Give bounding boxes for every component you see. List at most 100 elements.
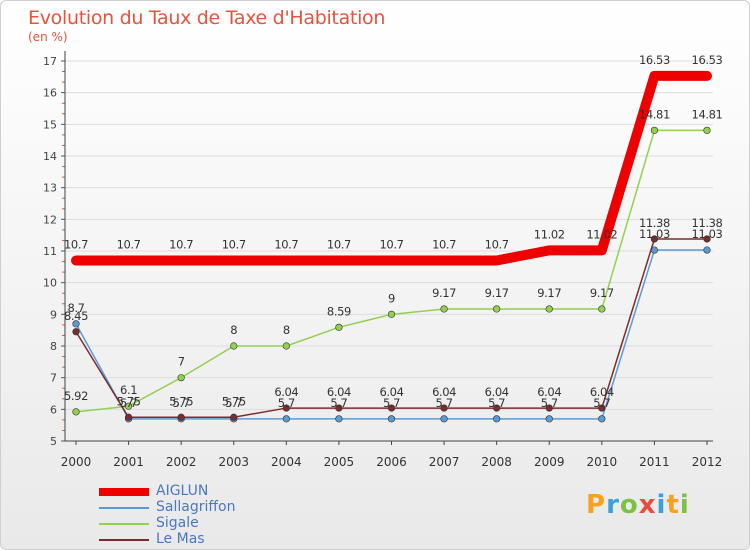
data-label: 5.92 xyxy=(64,389,88,403)
data-label: 5.7 xyxy=(120,396,137,410)
data-label: 10.7 xyxy=(169,238,193,252)
data-label: 11.02 xyxy=(586,227,617,241)
legend-swatch-le-mas xyxy=(99,539,149,541)
legend-swatch-sigale xyxy=(99,523,149,525)
data-label: 9 xyxy=(388,291,395,305)
series-line-aiglun xyxy=(71,70,712,266)
data-label: 5.7 xyxy=(383,396,400,410)
data-point xyxy=(387,404,396,412)
data-label: 6.04 xyxy=(327,385,351,399)
data-label: 6.04 xyxy=(432,385,456,399)
data-label: 6.1 xyxy=(120,383,137,397)
data-point xyxy=(282,342,290,350)
data-label: 14.81 xyxy=(692,107,723,121)
data-point xyxy=(282,415,290,423)
data-point xyxy=(440,305,448,313)
data-point xyxy=(282,404,290,412)
y-tick-label: 10 xyxy=(43,277,57,290)
data-point xyxy=(545,305,553,313)
x-tick-label: 2001 xyxy=(113,455,144,469)
data-label: 16.53 xyxy=(692,53,723,67)
y-tick-label: 8 xyxy=(50,340,57,353)
data-point xyxy=(72,328,80,336)
data-point xyxy=(703,235,711,243)
y-tick-label: 7 xyxy=(50,372,57,385)
logo-letter: i xyxy=(656,490,667,520)
data-point xyxy=(650,126,659,134)
chart-subtitle: (en %) xyxy=(28,30,68,44)
data-label: 11.38 xyxy=(692,216,723,230)
data-label: 5.7 xyxy=(436,396,453,410)
proxiti-logo: Proxiti xyxy=(586,490,690,520)
data-point xyxy=(230,413,238,421)
legend-label-aiglun: AIGLUN xyxy=(156,483,209,499)
data-label: 10.7 xyxy=(485,238,509,252)
data-label: 11.38 xyxy=(639,216,670,230)
data-label: 9.17 xyxy=(590,286,614,300)
logo-letter: i xyxy=(679,490,690,520)
y-tick-label: 15 xyxy=(43,118,57,131)
x-tick-label: 2012 xyxy=(692,455,723,469)
data-point xyxy=(493,305,501,313)
logo-letter: t xyxy=(666,490,680,520)
data-point xyxy=(598,305,606,313)
data-label: 8 xyxy=(230,323,237,337)
data-point xyxy=(387,310,396,318)
data-point xyxy=(703,246,711,254)
data-label: 7 xyxy=(178,355,185,369)
x-tick-label: 2002 xyxy=(166,455,197,469)
data-point xyxy=(335,323,343,331)
data-label: 6.04 xyxy=(590,385,614,399)
data-point xyxy=(545,415,553,423)
data-label: 11.02 xyxy=(534,227,565,241)
y-tick-label: 13 xyxy=(43,182,57,195)
data-label: 8.59 xyxy=(327,304,351,318)
x-tick-label: 2000 xyxy=(61,455,92,469)
data-point xyxy=(177,413,185,421)
y-tick-label: 14 xyxy=(43,150,57,163)
data-label: 16.53 xyxy=(639,53,670,67)
data-label: 9.17 xyxy=(432,286,456,300)
data-label: 8.45 xyxy=(64,309,88,323)
legend-swatch-aiglun xyxy=(99,488,149,496)
data-label: 6.04 xyxy=(274,385,298,399)
data-point xyxy=(440,415,448,423)
data-label: 11.03 xyxy=(639,227,670,241)
x-tick-label: 2007 xyxy=(429,455,460,469)
data-label: 10.7 xyxy=(222,238,246,252)
data-label: 6.04 xyxy=(485,385,509,399)
data-label: 10.7 xyxy=(117,238,141,252)
legend-item-aiglun: AIGLUN xyxy=(99,483,259,499)
data-label: 5.7 xyxy=(488,396,505,410)
data-point xyxy=(72,408,80,416)
data-label: 10.7 xyxy=(327,238,351,252)
x-tick-label: 2011 xyxy=(639,455,670,469)
data-label: 5.7 xyxy=(330,396,347,410)
data-point xyxy=(177,374,185,382)
legend-item-sigale: Sigale xyxy=(99,515,259,531)
data-point xyxy=(124,402,133,410)
logo-letter: P xyxy=(586,490,607,520)
data-label: 10.7 xyxy=(274,238,298,252)
y-tick-label: 6 xyxy=(50,403,57,416)
data-label: 5.7 xyxy=(173,396,190,410)
data-label: 5.75 xyxy=(222,394,246,408)
y-tick-label: 5 xyxy=(50,435,57,448)
logo-letter: r xyxy=(606,490,620,520)
data-label: 5.7 xyxy=(225,396,242,410)
data-label: 9.17 xyxy=(537,286,561,300)
data-label: 5.75 xyxy=(117,394,141,408)
data-label: 10.7 xyxy=(64,238,88,252)
logo-letter: o xyxy=(619,490,639,520)
x-tick-label: 2010 xyxy=(587,455,618,469)
data-label: 9.17 xyxy=(485,286,509,300)
y-tick-label: 12 xyxy=(43,213,57,226)
x-tick-label: 2008 xyxy=(481,455,512,469)
data-label: 6.04 xyxy=(537,385,561,399)
data-label: 5.7 xyxy=(278,396,295,410)
data-point xyxy=(598,415,606,423)
data-point xyxy=(387,415,396,423)
data-point xyxy=(545,404,553,412)
